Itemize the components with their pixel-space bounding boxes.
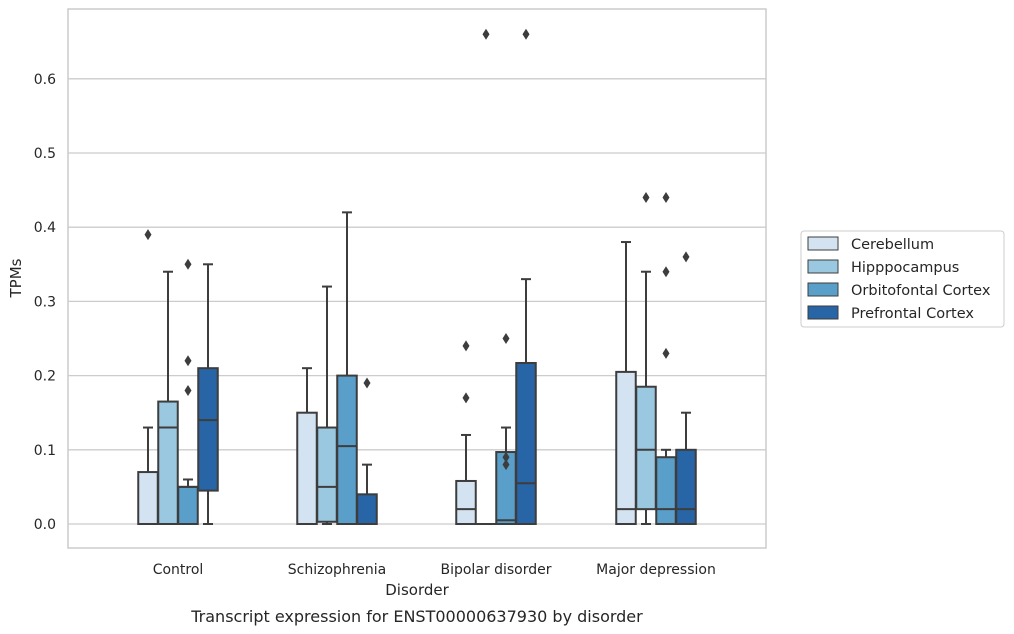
box <box>316 285 338 525</box>
y-tick-label: 0.1 <box>34 443 56 459</box>
box <box>475 28 497 526</box>
box <box>515 28 537 525</box>
x-axis-tick-labels: Control Schizophrenia Bipolar disorder Majo… <box>153 562 716 578</box>
outlier-point <box>363 377 371 389</box>
outlier-point <box>184 355 192 367</box>
outlier-point <box>462 392 470 404</box>
legend: Cerebellum Hipppocampus Orbitofontal Corte… <box>800 230 1005 328</box>
box-body <box>336 374 358 525</box>
legend-item: Orbitofontal Cortex <box>807 282 991 299</box>
box <box>336 211 358 525</box>
box-plot-series <box>137 28 697 526</box>
x-axis-title: Disorder <box>385 581 449 599</box>
box <box>137 229 159 525</box>
box <box>177 258 199 525</box>
outlier-point <box>144 229 152 241</box>
box-body <box>197 367 219 492</box>
box-body <box>655 456 677 525</box>
y-axis-tick-labels: 0.0 0.1 0.2 0.3 0.4 0.5 0.6 <box>34 72 56 533</box>
box <box>157 270 179 526</box>
legend-swatch <box>807 282 839 297</box>
outlier-point <box>184 384 192 396</box>
y-tick-label: 0.6 <box>34 72 56 88</box>
outlier-point <box>482 28 490 40</box>
outlier-point <box>502 451 510 463</box>
legend-swatch <box>807 305 839 320</box>
y-tick-label: 0.5 <box>34 146 56 162</box>
outlier-point <box>522 28 530 40</box>
box-body <box>455 479 477 525</box>
series-cerebellum <box>137 229 637 526</box>
outlier-point <box>502 333 510 344</box>
x-tick-label: Control <box>153 562 204 578</box>
legend-label: Cerebellum <box>851 237 934 253</box>
box-body <box>515 361 537 525</box>
box <box>455 340 477 525</box>
y-tick-label: 0.4 <box>34 220 56 236</box>
box-body <box>615 370 637 526</box>
outlier-point <box>502 459 510 471</box>
box <box>197 263 219 525</box>
legend-label: Orbitofontal Cortex <box>851 283 991 299</box>
x-tick-label: Schizophrenia <box>288 562 386 578</box>
y-axis-title: TPMs <box>7 258 25 298</box>
series-hipppocampus <box>157 28 657 526</box>
box <box>296 367 318 526</box>
box <box>356 377 378 526</box>
chart-caption: Transcript expression for ENST0000063793… <box>190 607 643 626</box>
box-body <box>296 411 318 526</box>
outlier-point <box>642 192 650 204</box>
box-body <box>157 400 179 526</box>
y-tick-label: 0.0 <box>34 517 56 533</box>
outlier-point <box>662 266 670 278</box>
legend-item: Cerebellum <box>807 236 934 253</box>
legend-label: Prefrontal Cortex <box>851 306 974 322</box>
box <box>635 192 657 525</box>
outlier-point <box>662 347 670 359</box>
outlier-point <box>662 192 670 204</box>
legend-item: Prefrontal Cortex <box>807 305 974 322</box>
box-body <box>356 493 378 526</box>
box <box>675 251 697 525</box>
series-prefrontal-cortex <box>197 28 697 526</box>
box-body <box>316 426 338 523</box>
outlier-point <box>462 340 470 352</box>
y-gridlines <box>68 78 766 525</box>
legend-frame <box>800 230 1005 328</box>
legend-label: Hipppocampus <box>851 260 959 276</box>
box-body <box>177 485 199 525</box>
box <box>495 333 517 525</box>
legend-swatch <box>807 236 839 251</box>
box <box>655 192 677 525</box>
legend-item: Hipppocampus <box>807 259 959 276</box>
outlier-point <box>184 258 192 270</box>
x-tick-label: Major depression <box>596 562 716 578</box>
y-tick-label: 0.2 <box>34 369 56 385</box>
x-tick-label: Bipolar disorder <box>440 562 551 578</box>
box <box>615 241 637 526</box>
y-tick-label: 0.3 <box>34 294 56 310</box>
outlier-point <box>682 251 690 263</box>
box-body <box>137 471 159 525</box>
legend-swatch <box>807 259 839 274</box>
box-body <box>675 448 697 525</box>
series-orbitofontal-cortex <box>177 192 677 525</box>
box-body <box>635 385 657 511</box>
plot-area-frame <box>67 8 767 549</box>
